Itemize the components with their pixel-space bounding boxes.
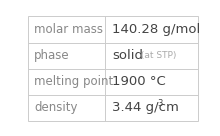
Text: density: density xyxy=(34,101,78,115)
Text: 3: 3 xyxy=(157,99,162,108)
Text: (at STP): (at STP) xyxy=(138,51,177,60)
Text: molar mass: molar mass xyxy=(34,23,103,36)
Text: solid: solid xyxy=(112,49,143,62)
Text: phase: phase xyxy=(34,49,70,62)
Text: 1900 °C: 1900 °C xyxy=(112,75,166,88)
Text: 140.28 g/mol: 140.28 g/mol xyxy=(112,23,200,36)
Text: 3.44 g/cm: 3.44 g/cm xyxy=(112,101,179,115)
Text: melting point: melting point xyxy=(34,75,114,88)
